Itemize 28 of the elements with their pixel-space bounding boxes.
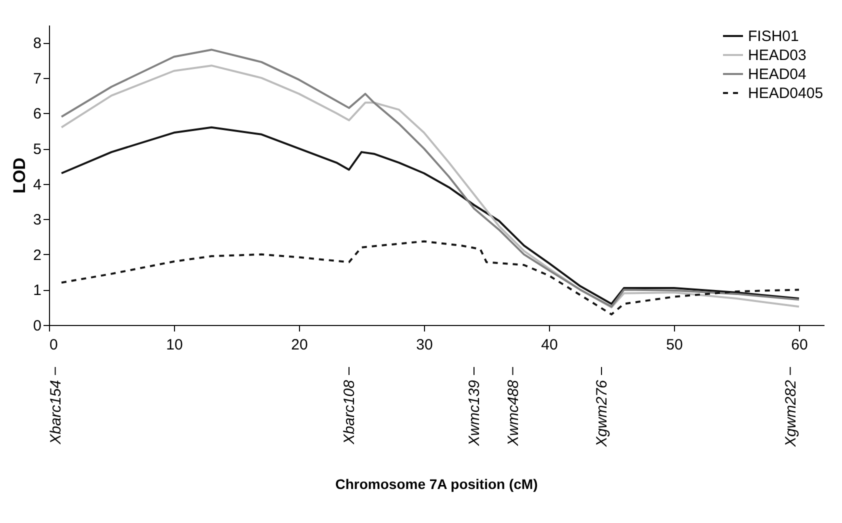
- ref-line-label: Xwmc139: [466, 379, 483, 447]
- ref-line-label: Xgwm282: [782, 379, 800, 448]
- legend-label: HEAD03: [748, 47, 806, 64]
- x-tick-label: 30: [416, 336, 433, 354]
- x-tick-label: 50: [666, 336, 683, 354]
- y-tick-label: 5: [33, 141, 42, 158]
- x-tick-label: 40: [541, 336, 558, 354]
- y-tick-label: 0: [33, 318, 42, 334]
- y-axis-title: LOD: [10, 158, 30, 194]
- y-tick-label: 3: [33, 212, 42, 229]
- y-tick-label: 2: [33, 246, 42, 264]
- legend-label: FISH01: [748, 28, 799, 45]
- legend-label: HEAD0405: [748, 85, 824, 102]
- y-tick-label: 6: [33, 106, 42, 123]
- ref-line-label: Xbarc108: [341, 379, 358, 446]
- y-tick-label: 7: [33, 70, 42, 88]
- x-tick-label: 10: [166, 336, 183, 354]
- legend-label: HEAD04: [748, 66, 806, 83]
- y-tick-label: 1: [33, 282, 42, 300]
- x-tick-label: 20: [291, 336, 308, 354]
- ref-line-label: Xgwm276: [594, 379, 610, 448]
- y-tick-label: 8: [33, 35, 42, 52]
- ref-line-label: Xwmc488: [504, 379, 522, 447]
- x-tick-label: 60: [791, 336, 808, 354]
- x-tick-label: 0: [50, 336, 58, 354]
- text: Chromosome 7A position (cM): [335, 476, 538, 492]
- ref-line-label: Xbarc154: [47, 380, 64, 446]
- y-tick-label: 4: [33, 176, 42, 194]
